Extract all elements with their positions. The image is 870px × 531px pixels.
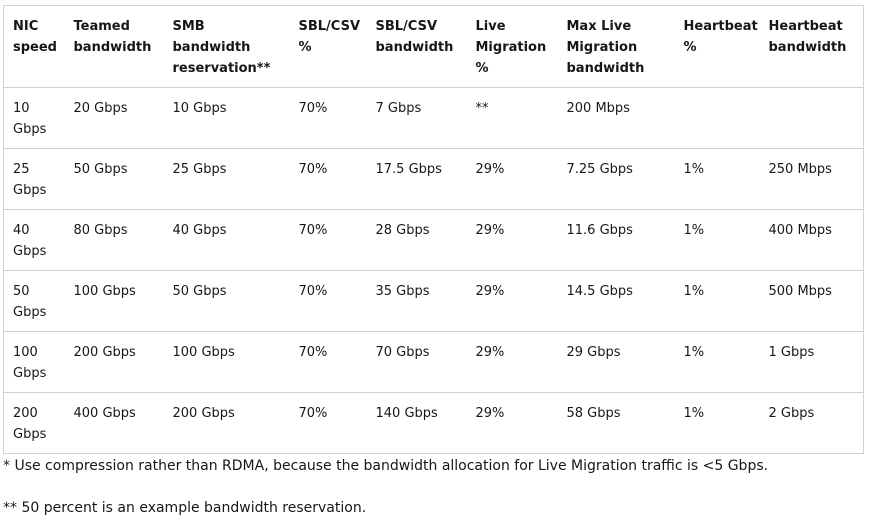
column-header: SBL/CSV % <box>289 5 367 88</box>
table-row: 10 Gbps 20 Gbps 10 Gbps 70% 7 Gbps ** 200 Mbps <box>3 87 864 149</box>
column-header: SMB bandwidth reservation** <box>163 5 290 88</box>
column-header: Heartbeat bandwidth <box>759 5 864 88</box>
table-cell: 100 Gbps <box>163 331 290 393</box>
table-cell <box>759 87 864 149</box>
table-cell: 70% <box>289 209 367 271</box>
column-header: Heartbeat % <box>674 5 760 88</box>
table-cell: 50 Gbps <box>163 270 290 332</box>
table-cell: 50 Gbps <box>3 270 65 332</box>
table-row: 40 Gbps 80 Gbps 40 Gbps 70% 28 Gbps 29% 11.6 G… <box>3 209 864 271</box>
column-header: SBL/CSV bandwidth <box>366 5 467 88</box>
table-cell: 500 Mbps <box>759 270 864 332</box>
table-cell: 29% <box>466 209 558 271</box>
table-row: 50 Gbps 100 Gbps 50 Gbps 70% 35 Gbps 29% 14.5 … <box>3 270 864 332</box>
column-header: Live Migration % <box>466 5 558 88</box>
table-cell: 25 Gbps <box>163 148 290 210</box>
table-cell: 1 Gbps <box>759 331 864 393</box>
table-row: 100 Gbps 200 Gbps 100 Gbps 70% 70 Gbps 29% 29 … <box>3 331 864 393</box>
table-cell: 70% <box>289 331 367 393</box>
table-cell: 400 Gbps <box>64 392 164 454</box>
table-cell: 1% <box>674 209 760 271</box>
table-row: 200 Gbps 400 Gbps 200 Gbps 70% 140 Gbps 29% 58… <box>3 392 864 454</box>
table-cell: 140 Gbps <box>366 392 467 454</box>
table-cell: 35 Gbps <box>366 270 467 332</box>
column-header: NIC speed <box>3 5 65 88</box>
table-cell: 200 Mbps <box>557 87 675 149</box>
table-cell: 70 Gbps <box>366 331 467 393</box>
table-cell: 200 Gbps <box>3 392 65 454</box>
table-cell: 11.6 Gbps <box>557 209 675 271</box>
table-cell: 14.5 Gbps <box>557 270 675 332</box>
table-cell: 10 Gbps <box>163 87 290 149</box>
header-row: NIC speed Teamed bandwidth SMB bandwidth r… <box>3 5 864 88</box>
column-header: Teamed bandwidth <box>64 5 164 88</box>
table-cell: 40 Gbps <box>3 209 65 271</box>
bandwidth-table: NIC speed Teamed bandwidth SMB bandwidth r… <box>3 5 864 454</box>
table-cell: 1% <box>674 331 760 393</box>
table-cell: 29 Gbps <box>557 331 675 393</box>
table-cell: 29% <box>466 331 558 393</box>
table-cell: 28 Gbps <box>366 209 467 271</box>
table-cell: 20 Gbps <box>64 87 164 149</box>
table-cell: 58 Gbps <box>557 392 675 454</box>
table-cell: 7.25 Gbps <box>557 148 675 210</box>
table-cell: 7 Gbps <box>366 87 467 149</box>
table-cell: 80 Gbps <box>64 209 164 271</box>
table-cell: 2 Gbps <box>759 392 864 454</box>
column-header: Max Live Migration bandwidth <box>557 5 675 88</box>
table-cell: 200 Gbps <box>64 331 164 393</box>
table-cell: 100 Gbps <box>3 331 65 393</box>
footnote-reservation: ** 50 percent is an example bandwidth re… <box>3 500 367 516</box>
table-cell: 70% <box>289 87 367 149</box>
table-cell: 400 Mbps <box>759 209 864 271</box>
table-cell: 100 Gbps <box>64 270 164 332</box>
table-cell: 70% <box>289 270 367 332</box>
table-cell: 70% <box>289 392 367 454</box>
table-cell: 29% <box>466 270 558 332</box>
table-cell: 1% <box>674 392 760 454</box>
table-cell: 29% <box>466 148 558 210</box>
table-cell <box>674 87 760 149</box>
table-cell: 10 Gbps <box>3 87 65 149</box>
table-cell: 25 Gbps <box>3 148 65 210</box>
table-cell: 200 Gbps <box>163 392 290 454</box>
table-row: 25 Gbps 50 Gbps 25 Gbps 70% 17.5 Gbps 29% 7.25… <box>3 148 864 210</box>
table-cell: ** <box>466 87 558 149</box>
table-cell: 1% <box>674 270 760 332</box>
table-cell: 70% <box>289 148 367 210</box>
footnote-compression: * Use compression rather than RDMA, beca… <box>3 458 769 474</box>
table-cell: 1% <box>674 148 760 210</box>
table-cell: 250 Mbps <box>759 148 864 210</box>
table-cell: 29% <box>466 392 558 454</box>
table-cell: 17.5 Gbps <box>366 148 467 210</box>
table-cell: 40 Gbps <box>163 209 290 271</box>
table-cell: 50 Gbps <box>64 148 164 210</box>
